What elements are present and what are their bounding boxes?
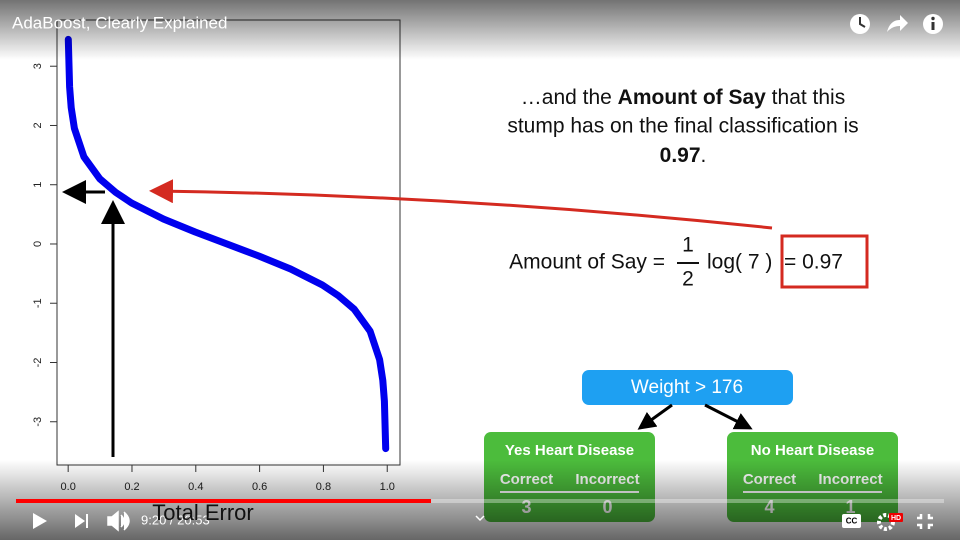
text: . xyxy=(701,144,707,167)
highlight-box xyxy=(780,234,869,289)
tree-edge xyxy=(704,403,753,430)
chapter-toggle[interactable] xyxy=(475,515,485,522)
top-shade xyxy=(0,0,960,60)
hd-badge xyxy=(889,513,903,522)
leaf-label: No Heart Disease xyxy=(751,442,874,459)
y-tick-label: -2 xyxy=(32,358,44,368)
y-tick-label: 1 xyxy=(32,182,44,188)
y-tick-label: 0 xyxy=(32,241,44,247)
slide-text: …and the Amount of Say that this xyxy=(521,86,845,109)
play-button[interactable] xyxy=(33,513,47,529)
equation-text: = 0.97 xyxy=(784,251,843,274)
equation-text: 1 xyxy=(682,234,694,257)
slide-text: 0.97. xyxy=(660,144,707,167)
equation-text: Amount of Say = xyxy=(509,251,665,274)
progress-track[interactable] xyxy=(16,499,944,503)
video-title[interactable]: AdaBoost, Clearly Explained xyxy=(12,13,227,32)
text: …and the xyxy=(521,86,618,109)
info[interactable] xyxy=(923,14,943,34)
curve xyxy=(64,35,390,453)
time-display: 9:20 / 20:53 xyxy=(141,512,210,527)
equation-text: log( 7 ) xyxy=(707,251,772,274)
tree-edge xyxy=(637,403,673,430)
leaf-label: Yes Heart Disease xyxy=(505,442,634,459)
red-arrow xyxy=(149,179,773,230)
tree-root xyxy=(582,370,793,405)
cc-label: CC xyxy=(846,517,858,526)
hd-label: HD xyxy=(891,515,901,522)
fullscreen-button[interactable] xyxy=(917,514,933,529)
tree-root-label: Weight > 176 xyxy=(631,377,743,398)
text: that this xyxy=(766,86,845,109)
volume-button[interactable] xyxy=(107,510,130,532)
slide-text: stump has on the final classification is xyxy=(507,115,858,138)
y-tick-label: -3 xyxy=(32,417,44,427)
x-axis-label: Total Error xyxy=(152,500,253,525)
share[interactable] xyxy=(887,15,908,32)
progress-played xyxy=(16,499,431,503)
equation-text: 2 xyxy=(682,268,694,291)
watch-later[interactable] xyxy=(850,14,870,34)
cc-button[interactable] xyxy=(842,514,861,528)
y-tick-label: 2 xyxy=(32,122,44,128)
text: 0.97 xyxy=(660,144,701,167)
y-tick-label: -1 xyxy=(32,298,44,308)
y-tick-label: 3 xyxy=(32,63,44,69)
next-button[interactable] xyxy=(75,514,88,528)
text: Amount of Say xyxy=(618,86,766,109)
